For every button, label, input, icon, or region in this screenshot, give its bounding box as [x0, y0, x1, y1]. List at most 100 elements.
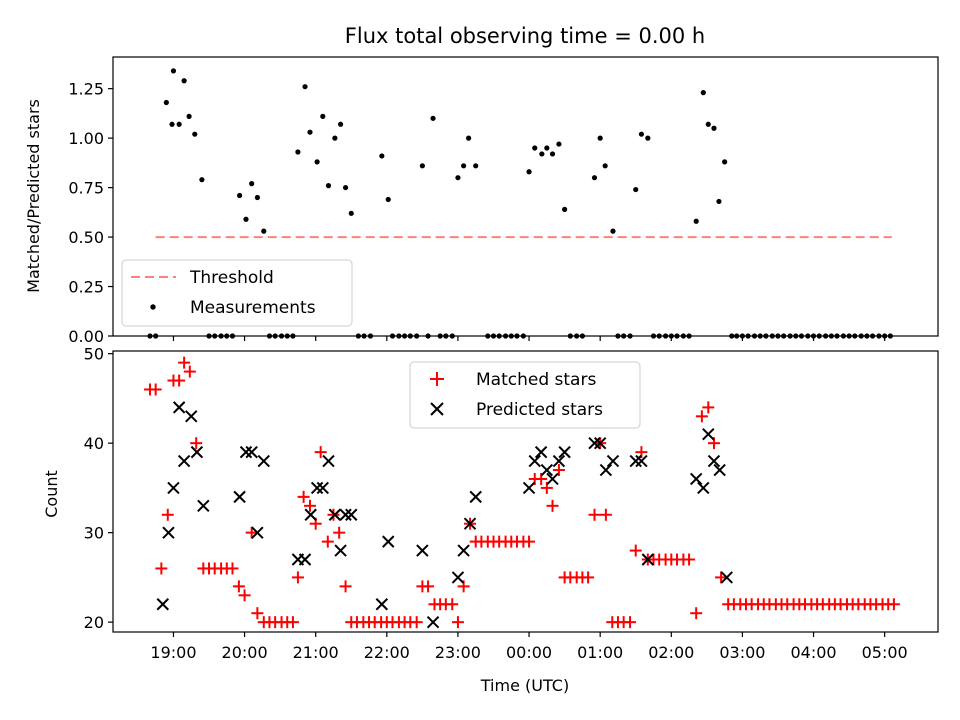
matched-star-point: [155, 562, 168, 575]
measurement-point: [466, 135, 472, 141]
predicted-star-point: [702, 428, 715, 441]
measurement-point: [236, 192, 243, 199]
predicted-star-point: [469, 490, 482, 504]
count-points: [143, 356, 900, 629]
predicted-star-point: [382, 535, 395, 548]
measurement-point: [199, 177, 205, 183]
matched-star-point: [702, 401, 715, 414]
measurement-point: [314, 159, 320, 165]
bottom-xtick-label: 02:00: [648, 643, 694, 662]
top-ytick-label: 1.00: [68, 129, 104, 148]
top-ylabel: Matched/Predicted stars: [24, 99, 43, 293]
predicted-star-point: [339, 508, 352, 521]
top-legend: Threshold Measurements: [121, 259, 353, 327]
predicted-star-point: [540, 463, 554, 477]
measurement-point: [385, 196, 391, 203]
measurement-point: [633, 186, 639, 193]
legend-measurements-label: Measurements: [190, 298, 316, 318]
measurement-point: [716, 198, 722, 205]
measurement-point: [705, 121, 711, 127]
matched-star-point: [523, 535, 536, 548]
measurement-point: [186, 113, 192, 119]
predicted-star-point: [322, 454, 335, 468]
matched-star-point: [690, 607, 703, 620]
predicted-star-point: [156, 598, 169, 611]
predicted-star-point: [451, 571, 465, 584]
measurement-point: [602, 163, 608, 169]
bottom-xtick-label: 05:00: [862, 643, 908, 662]
bottom-axes-frame: [112, 350, 939, 633]
predicted-star-point: [162, 526, 175, 539]
measurement-point: [295, 149, 301, 155]
predicted-star-point: [239, 445, 253, 459]
measurement-point: [307, 129, 313, 135]
measurement-point: [455, 175, 461, 181]
matched-star-point: [582, 571, 595, 584]
matched-star-point: [161, 508, 174, 521]
predicted-star-point: [593, 436, 607, 450]
matched-star-point: [695, 410, 708, 423]
predicted-star-point: [641, 553, 655, 566]
top-panel: Flux total observing time = 0.00 h Match…: [24, 24, 939, 346]
top-axes-ticks: 0.00 0.25 0.50 0.75 1.00 1.25: [68, 80, 886, 346]
bottom-xtick-label: 04:00: [790, 643, 836, 662]
top-legend-box: [121, 259, 353, 327]
matched-star-point: [327, 508, 340, 521]
predicted-star-point: [345, 508, 358, 521]
bottom-axes-ticks: 20 30 40 50 19:00 20:00 21:00 22:00 23:00 00:00 01…: [84, 345, 908, 662]
measurement-point: [597, 135, 603, 141]
matched-star-point: [599, 508, 612, 521]
measurement-point: [170, 68, 177, 74]
bottom-xtick-label: 21:00: [293, 643, 339, 662]
legend-measurements-swatch: [150, 304, 156, 310]
matched-star-point: [232, 580, 245, 593]
measurement-point: [176, 121, 182, 127]
measurement-point: [562, 206, 568, 212]
matched-star-point: [629, 544, 642, 557]
predicted-star-point: [635, 454, 648, 468]
matched-star-point: [339, 580, 352, 593]
matched-star-point: [410, 616, 423, 629]
matched-star-point: [304, 499, 317, 512]
measurement-point: [332, 135, 338, 141]
measurement-point: [254, 194, 260, 201]
measurement-point: [473, 163, 479, 169]
predicted-star-point: [558, 445, 571, 459]
predicted-star-point: [328, 508, 342, 521]
predicted-star-point: [185, 410, 198, 423]
measurement-point: [181, 78, 187, 84]
top-ytick-label: 0.25: [68, 278, 104, 297]
measurement-point: [192, 131, 198, 137]
predicted-star-point: [245, 445, 258, 459]
legend-matched-swatch: [430, 372, 444, 386]
predicted-star-point: [304, 508, 317, 521]
matched-star-point: [715, 571, 728, 584]
bottom-xtick-label: 03:00: [719, 643, 765, 662]
matched-star-point: [446, 598, 459, 611]
predicted-star-point: [251, 526, 264, 539]
predicted-star-point: [528, 454, 541, 468]
matched-star-point: [245, 526, 258, 539]
matched-star-point: [552, 464, 565, 477]
predicted-star-point: [177, 454, 191, 468]
predicted-star-point: [172, 401, 186, 414]
matched-star-point: [321, 535, 334, 548]
measurement-point: [379, 153, 385, 159]
predicted-star-point: [697, 481, 710, 495]
predicted-star-point: [426, 615, 440, 629]
measurement-point: [320, 113, 326, 119]
matched-star-point: [451, 616, 464, 629]
predicted-star-point: [629, 454, 642, 468]
predicted-star-point: [552, 454, 566, 468]
predicted-star-point: [606, 454, 620, 468]
measurement-point: [163, 99, 169, 106]
measurement-point: [700, 90, 706, 96]
predicted-star-point: [316, 481, 330, 495]
measurement-point: [419, 163, 425, 169]
predicted-star-point: [167, 481, 180, 495]
predicted-star-point: [707, 454, 721, 468]
measurement-point: [591, 175, 598, 181]
measurement-point: [243, 216, 249, 222]
predicted-star-point: [720, 571, 733, 584]
